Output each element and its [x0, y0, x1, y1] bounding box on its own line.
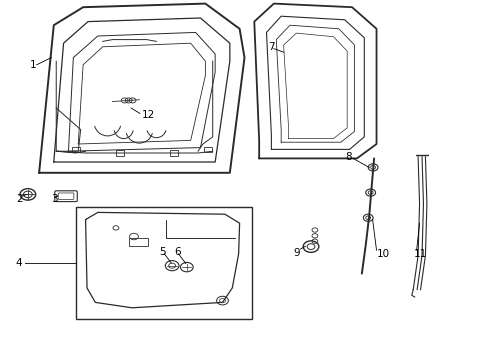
Bar — [169, 150, 177, 156]
Text: 12: 12 — [142, 110, 155, 120]
Text: 3: 3 — [51, 194, 58, 204]
Text: 2: 2 — [16, 194, 23, 204]
Text: 6: 6 — [174, 247, 181, 257]
Text: 4: 4 — [16, 258, 22, 268]
Text: 10: 10 — [376, 249, 389, 259]
Bar — [72, 147, 80, 152]
Text: 1: 1 — [29, 60, 36, 70]
Bar — [116, 150, 123, 156]
Text: 7: 7 — [267, 42, 274, 52]
Circle shape — [367, 191, 372, 194]
Bar — [203, 147, 211, 152]
Text: 5: 5 — [159, 247, 166, 257]
Text: 8: 8 — [345, 152, 352, 162]
Text: 11: 11 — [413, 249, 427, 259]
Circle shape — [365, 216, 370, 220]
Circle shape — [370, 166, 375, 169]
Bar — [76, 207, 251, 319]
Bar — [128, 238, 148, 246]
Text: 9: 9 — [293, 248, 300, 258]
